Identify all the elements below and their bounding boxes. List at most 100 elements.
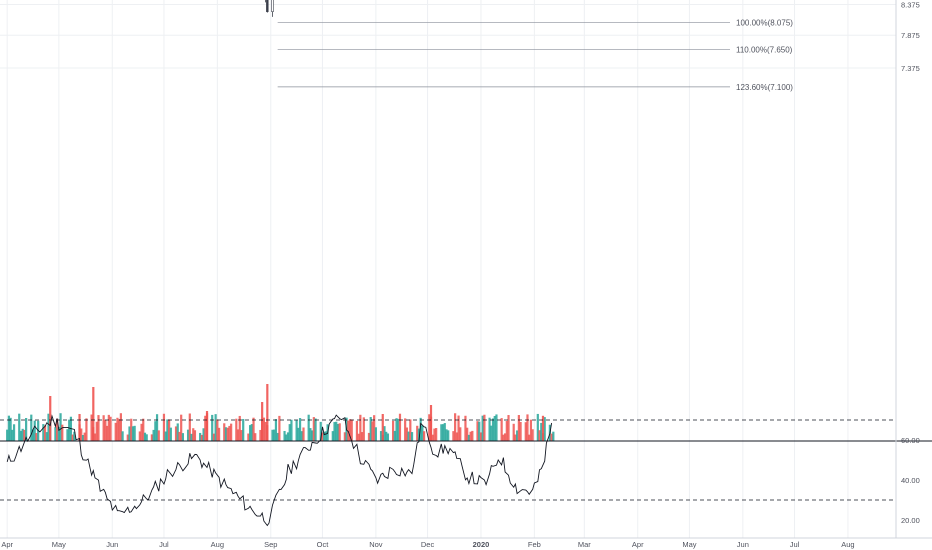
volume-bar (471, 430, 474, 441)
volume-bar (252, 417, 255, 441)
volume-bar (454, 413, 457, 441)
volume-bar (250, 424, 253, 441)
volume-bar (164, 431, 167, 441)
volume-bar (118, 419, 121, 441)
volume-bar (445, 429, 448, 441)
volume-bar (217, 427, 221, 441)
volume-bar (169, 427, 172, 441)
volume-bar (114, 422, 117, 441)
volume-bar (73, 431, 76, 441)
time-tick-label: Mar (578, 540, 591, 549)
volume-spike (205, 411, 209, 441)
volume-bar (324, 431, 328, 441)
volume-bar (452, 431, 455, 441)
volume-bar (373, 415, 376, 441)
volume-bar (273, 429, 276, 441)
volume-spike (92, 387, 95, 441)
volume-bar (93, 433, 97, 441)
volume-bar (162, 413, 166, 441)
volume-bar (435, 428, 438, 441)
volume-spike (266, 384, 269, 441)
volume-bar (85, 418, 88, 441)
volume-bar (54, 427, 57, 441)
volume-spike (261, 402, 264, 441)
volume-bar (343, 432, 346, 441)
volume-bar (288, 424, 291, 441)
volume-bar (300, 431, 303, 441)
volume-bar (224, 427, 228, 441)
volume-bar (481, 415, 484, 441)
volume-bar (186, 429, 190, 441)
volume-bar (45, 432, 48, 441)
volume-bar (466, 427, 469, 441)
volume-bar (514, 434, 517, 441)
volume-bar (226, 427, 229, 441)
time-tick-label: Dec (421, 540, 435, 549)
volume-bar (83, 432, 86, 441)
price-tick-label: 7.375 (901, 64, 920, 73)
time-tick-label: May (52, 540, 66, 549)
volume-bar (367, 432, 371, 441)
volume-bar (348, 419, 352, 441)
volume-bar (505, 421, 508, 441)
time-tick-label: Feb (528, 540, 541, 549)
time-tick-label: Nov (369, 540, 383, 549)
volume-bar (362, 417, 365, 441)
volume-bar (309, 428, 312, 441)
volume-bar (199, 432, 202, 441)
volume-bar (478, 421, 481, 441)
volume-bar (23, 429, 26, 441)
volume-bar (126, 434, 129, 441)
volume-bar (18, 413, 21, 441)
volume-bar (335, 421, 338, 441)
volume-bar (441, 424, 445, 441)
volume-bar (464, 415, 467, 441)
volume-bar (128, 426, 131, 441)
volume-bar (31, 429, 35, 441)
volume-bar (176, 423, 179, 441)
volume-bar (42, 424, 45, 441)
rsi-line (6, 414, 553, 527)
volume-bar (307, 414, 310, 441)
volume-bar (319, 421, 322, 441)
time-tick-label: Jun (737, 540, 749, 549)
volume-bar (360, 432, 364, 441)
volume-bar (286, 432, 290, 441)
volume-bar (276, 432, 279, 441)
volume-bar (407, 431, 410, 441)
volume-bar (483, 414, 486, 441)
candle-body (271, 0, 274, 12)
volume-bar (398, 413, 402, 441)
volume-bar (140, 423, 143, 441)
volume-bar (145, 434, 148, 441)
volume-bar (181, 433, 185, 441)
volume-bar (428, 414, 431, 441)
chart-grid (0, 0, 896, 538)
volume-bar (9, 417, 12, 441)
volume-bar (295, 420, 298, 441)
candle-body (266, 0, 269, 12)
time-tick-label: Sep (264, 540, 277, 549)
rsi-tick-label: 40.00 (901, 476, 920, 485)
volume-bar (538, 430, 541, 441)
volume-bar (104, 420, 107, 441)
volume-bar (443, 423, 446, 441)
volume-bar (347, 420, 350, 441)
time-tick-label: Apr (1, 540, 13, 549)
volume-bar (395, 418, 398, 441)
volume-bar (333, 422, 336, 441)
volume-bar (236, 429, 240, 441)
rsi-pane (0, 414, 932, 527)
volume-bar (529, 419, 533, 441)
volume-bar (516, 430, 519, 441)
volume-bar (212, 433, 216, 441)
volume-bars (6, 384, 555, 441)
volume-bar (540, 422, 543, 441)
volume-bar (386, 433, 390, 441)
volume-bar (271, 429, 274, 441)
volume-bar (397, 418, 400, 441)
volume-bar (507, 415, 510, 441)
volume-bar (383, 426, 386, 441)
time-tick-label: Oct (317, 540, 330, 549)
